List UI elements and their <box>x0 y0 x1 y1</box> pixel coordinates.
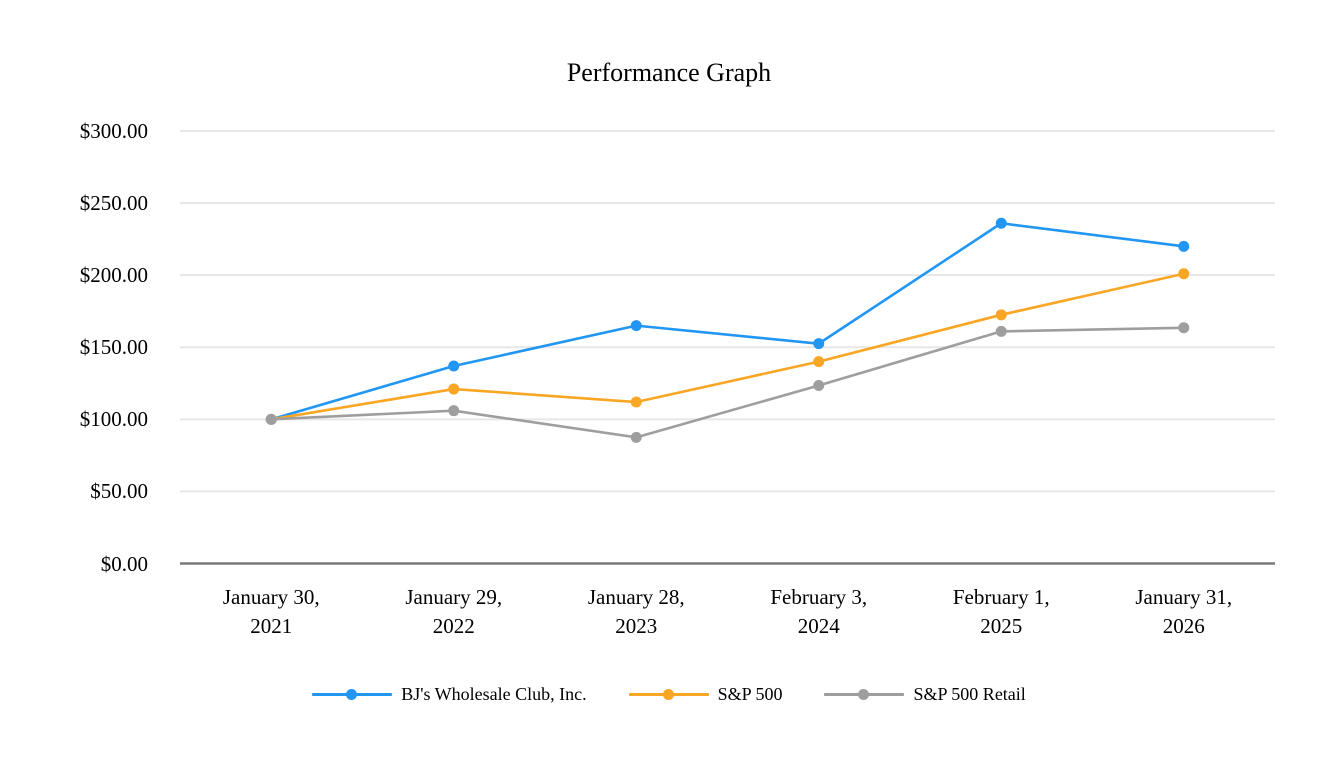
data-point-marker <box>630 396 642 408</box>
series-line-1 <box>269 272 1186 421</box>
data-point-marker <box>995 325 1007 337</box>
series-line-0 <box>269 221 1186 421</box>
data-point-marker <box>265 413 277 425</box>
data-point-marker <box>995 217 1007 229</box>
y-axis-tick-label: $150.00 <box>79 335 148 360</box>
data-point-marker <box>813 338 825 350</box>
data-point-marker <box>1178 322 1190 334</box>
data-point-marker <box>448 383 460 395</box>
data-point-marker <box>1178 268 1190 280</box>
legend-item-bjs-wholesale: BJ's Wholesale Club, Inc. <box>312 682 587 706</box>
x-axis-tick-label: January 28, 2023 <box>587 585 685 638</box>
data-point-marker <box>995 309 1007 321</box>
data-point-marker <box>630 431 642 443</box>
data-point-marker <box>1178 240 1190 252</box>
legend-line-marker-icon <box>312 688 393 701</box>
legend-item-sp500-retail: S&P 500 Retail <box>824 682 1026 706</box>
legend-label: BJ's Wholesale Club, Inc. <box>401 684 587 704</box>
data-point-marker <box>448 405 460 417</box>
y-axis-tick-label: $100.00 <box>79 407 148 432</box>
data-point-marker <box>630 320 642 332</box>
data-point-marker <box>813 379 825 391</box>
x-axis-tick-label: January 29, 2022 <box>405 585 503 638</box>
series-line-2 <box>269 326 1186 439</box>
data-point-marker <box>813 356 825 368</box>
y-axis-tick-label: $0.00 <box>100 551 148 576</box>
y-axis-tick-label: $250.00 <box>79 191 148 216</box>
y-axis-tick-label: $200.00 <box>79 263 148 288</box>
chart-legend: BJ's Wholesale Club, Inc. S&P 500 S&P 50… <box>0 681 1338 707</box>
legend-line-marker-icon <box>824 688 905 701</box>
x-axis-tick-label: January 30, 2021 <box>222 585 320 638</box>
data-point-marker <box>448 360 460 372</box>
legend-label: S&P 500 <box>717 684 783 704</box>
x-axis-tick-label: February 1, 2025 <box>952 585 1050 638</box>
x-axis-tick-label: February 3, 2024 <box>770 585 868 638</box>
y-axis-tick-label: $300.00 <box>79 119 148 143</box>
legend-item-sp500: S&P 500 <box>628 682 783 706</box>
x-axis-tick-label: January 31, 2026 <box>1135 585 1233 638</box>
y-axis-tick-label: $50.00 <box>90 479 148 504</box>
chart-title: Performance Graph <box>566 58 772 87</box>
legend-label: S&P 500 Retail <box>913 684 1026 704</box>
legend-line-marker-icon <box>628 688 709 701</box>
